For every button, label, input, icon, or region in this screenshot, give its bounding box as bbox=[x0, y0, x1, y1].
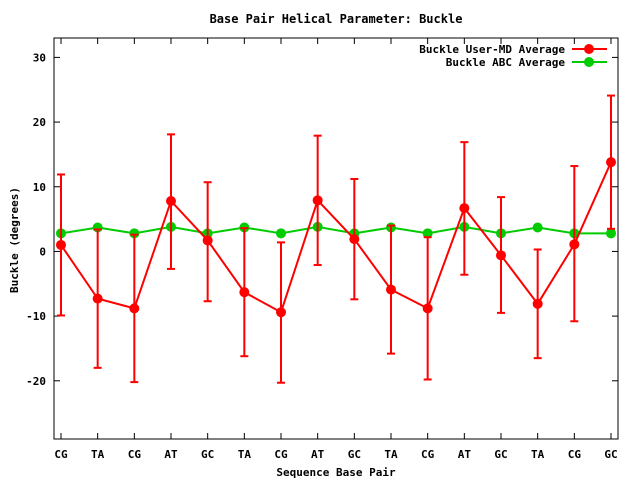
x-tick-label: GC bbox=[348, 448, 361, 461]
series-user-md bbox=[56, 94, 616, 384]
series-line bbox=[60, 161, 612, 314]
data-point bbox=[422, 303, 433, 314]
plot-frame bbox=[53, 37, 619, 440]
data-point bbox=[92, 293, 103, 304]
data-point bbox=[386, 284, 396, 295]
data-point bbox=[202, 235, 213, 246]
data-point bbox=[239, 287, 250, 298]
x-tick-label: GC bbox=[494, 448, 507, 461]
x-tick-label: GC bbox=[201, 448, 214, 461]
x-tick-label: TA bbox=[531, 448, 545, 461]
x-tick-label: CG bbox=[568, 448, 582, 461]
x-tick-label: AT bbox=[311, 448, 325, 461]
data-point bbox=[56, 239, 66, 250]
x-axis-label: Sequence Base Pair bbox=[276, 466, 396, 479]
legend-label: Buckle ABC Average bbox=[446, 56, 566, 69]
y-tick-label: -10 bbox=[26, 310, 46, 323]
y-tick-label: 30 bbox=[33, 51, 46, 64]
legend-label: Buckle User-MD Average bbox=[419, 43, 565, 56]
series-line bbox=[60, 225, 611, 235]
x-tick-label: TA bbox=[91, 448, 105, 461]
y-tick-label: 10 bbox=[33, 181, 46, 194]
x-tick-label: CG bbox=[421, 448, 435, 461]
data-point bbox=[606, 157, 616, 168]
x-tick-label: AT bbox=[164, 448, 178, 461]
legend-entry: Buckle ABC Average bbox=[446, 56, 607, 69]
series-abc bbox=[56, 221, 616, 239]
data-point bbox=[349, 234, 360, 245]
data-point bbox=[312, 195, 323, 206]
legend-marker bbox=[584, 44, 594, 54]
data-point bbox=[532, 298, 543, 309]
x-tick-label: TA bbox=[384, 448, 398, 461]
data-point bbox=[129, 228, 140, 239]
data-point bbox=[129, 303, 140, 314]
data-point bbox=[459, 203, 470, 214]
data-point bbox=[166, 195, 176, 206]
y-axis-label: Buckle (degrees) bbox=[8, 187, 21, 293]
x-tick-label: AT bbox=[458, 448, 472, 461]
x-tick-label: GC bbox=[604, 448, 617, 461]
plot-area: -20 -10 0 10 20 30 CG TA CG AT GC TA CG AT GC TA CG AT GC T… bbox=[26, 38, 618, 461]
x-tick-label: CG bbox=[54, 448, 68, 461]
y-tick-label: 20 bbox=[33, 116, 46, 129]
data-point bbox=[276, 228, 286, 239]
y-tick-label: -20 bbox=[26, 375, 46, 388]
legend-marker bbox=[584, 57, 594, 67]
x-tick-label: CG bbox=[274, 448, 288, 461]
data-point bbox=[569, 239, 580, 250]
legend-entry: Buckle User-MD Average bbox=[419, 43, 607, 56]
data-point bbox=[496, 250, 506, 261]
y-tick-label: 0 bbox=[39, 245, 46, 258]
data-point bbox=[606, 228, 616, 239]
x-tick-label: CG bbox=[128, 448, 142, 461]
x-tick-label: TA bbox=[238, 448, 252, 461]
data-point bbox=[422, 228, 433, 239]
data-point bbox=[532, 222, 543, 233]
chart-title: Base Pair Helical Parameter: Buckle bbox=[210, 12, 463, 26]
data-point bbox=[276, 307, 286, 318]
